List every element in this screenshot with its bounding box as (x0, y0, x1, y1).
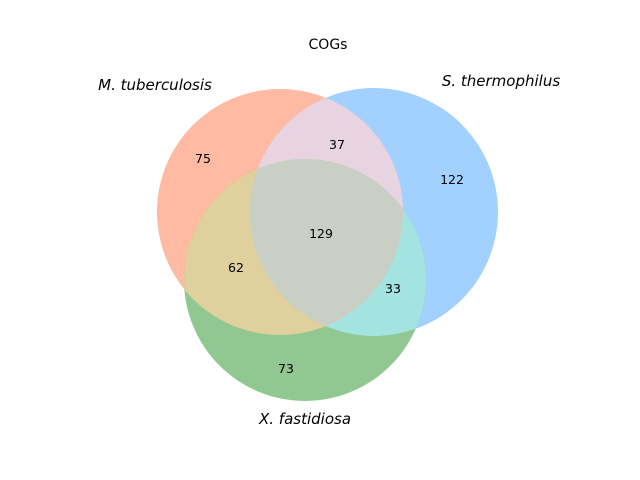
intersection-a-b-c (250, 159, 403, 335)
count-s-thermophilus-only: 122 (440, 172, 464, 187)
diagram-title: COGs (309, 37, 348, 53)
set-label-m-tuberculosis: M. tuberculosis (98, 76, 212, 94)
count-b-c: 33 (385, 281, 401, 296)
count-x-fastidiosa-only: 73 (278, 361, 294, 376)
count-a-b: 37 (329, 137, 345, 152)
count-m-tuberculosis-only: 75 (195, 151, 211, 166)
set-label-s-thermophilus: S. thermophilus (442, 72, 561, 90)
count-a-b-c: 129 (309, 226, 333, 241)
count-a-c: 62 (228, 260, 244, 275)
set-label-x-fastidiosa: X. fastidiosa (258, 410, 351, 428)
